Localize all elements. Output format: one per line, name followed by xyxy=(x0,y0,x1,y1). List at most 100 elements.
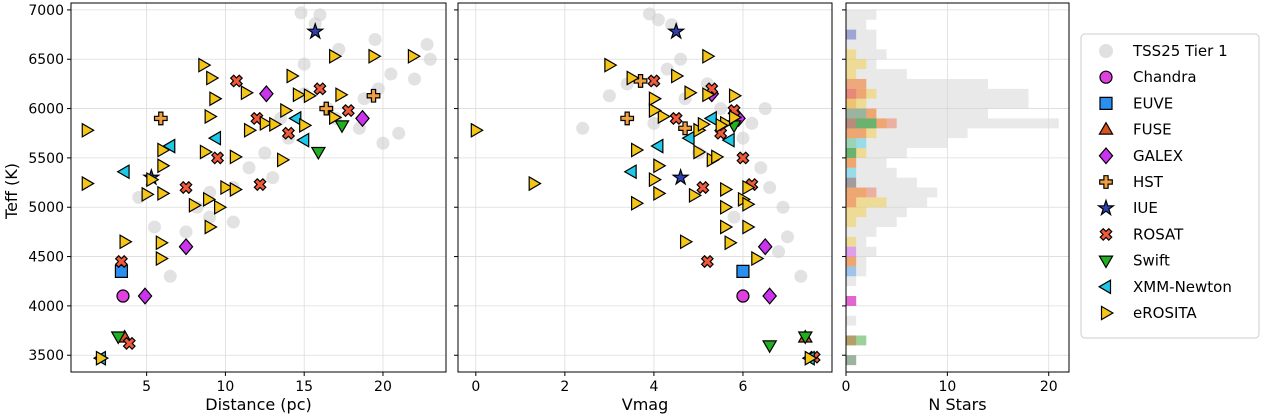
hist-bar-xmm-newton xyxy=(846,167,857,178)
point-euve xyxy=(736,264,750,278)
point-erosita xyxy=(720,181,734,198)
tier1-point xyxy=(179,225,193,239)
hist-bar-rosat xyxy=(846,197,857,208)
x-tick-label: 0 xyxy=(471,379,480,395)
point-hst xyxy=(366,88,381,103)
hist-bar-tier1 xyxy=(846,335,867,346)
point-rosat xyxy=(122,336,136,350)
point-galex xyxy=(178,237,194,256)
histogram-panel: 0 10 20 N Stars xyxy=(842,2,1070,414)
hist-bar-euve xyxy=(846,266,857,277)
tier1-point xyxy=(780,230,794,244)
hist-bar-tier1 xyxy=(846,148,907,158)
tier1-point xyxy=(660,62,674,76)
hist-bar-tier1 xyxy=(846,236,867,247)
point-erosita xyxy=(155,250,169,267)
x-tick-label: 6 xyxy=(738,379,747,395)
hist-bar-xmm-newton xyxy=(846,108,867,119)
hist-bar-tier1 xyxy=(846,187,938,198)
point-erosita xyxy=(199,144,214,160)
point-erosita xyxy=(204,108,218,125)
x-tick-label: 20 xyxy=(374,379,392,395)
point-erosita xyxy=(742,219,756,235)
point-rosat xyxy=(114,254,128,269)
hist-bar-swift xyxy=(846,335,867,346)
point-erosita xyxy=(119,234,133,250)
legend: TSS25 Tier 1 Chandra EUVE FUSE GALEX HST IUE RO… xyxy=(1080,33,1260,339)
hist-bar-tier1 xyxy=(846,59,877,70)
point-erosita xyxy=(742,196,756,212)
point-galex xyxy=(762,287,778,305)
legend-label: EUVE xyxy=(1133,94,1173,112)
hist-bar-erosita xyxy=(846,187,867,198)
axes-frame xyxy=(70,2,447,373)
hist-bar-tier1 xyxy=(846,256,867,267)
point-erosita xyxy=(95,350,110,366)
hist-bar-erosita xyxy=(846,59,867,70)
point-xmm-newton xyxy=(288,110,302,127)
hist-bar-tier1 xyxy=(846,138,948,149)
point-erosita xyxy=(157,185,171,202)
point-hst xyxy=(153,111,168,126)
hist-bar-erosita xyxy=(846,236,857,247)
point-erosita xyxy=(243,122,258,138)
x-tick-label: 10 xyxy=(938,379,956,395)
point-erosita xyxy=(604,57,618,73)
legend-marker-erosita xyxy=(1100,305,1115,321)
point-swift xyxy=(110,331,126,345)
tier1-point xyxy=(674,52,688,66)
tier1-point xyxy=(423,52,437,66)
point-rosat xyxy=(736,151,750,165)
point-erosita xyxy=(220,179,234,196)
legend-marker-galex xyxy=(1098,147,1114,165)
point-galex xyxy=(355,109,370,128)
tier1-point xyxy=(294,6,308,20)
hist-bar-xmm-newton xyxy=(846,148,857,158)
point-hst xyxy=(319,101,334,116)
point-erosita xyxy=(653,185,667,202)
point-rosat xyxy=(696,180,710,195)
tier1-point xyxy=(297,57,311,71)
point-erosita xyxy=(724,235,738,251)
x-tick-label: 10 xyxy=(216,379,234,395)
hist-bar-erosita xyxy=(846,177,857,188)
point-erosita xyxy=(697,116,711,132)
point-erosita xyxy=(720,199,734,215)
point-erosita xyxy=(292,87,306,103)
point-rosat xyxy=(341,103,355,118)
point-xmm-newton xyxy=(623,164,637,180)
point-erosita xyxy=(715,117,729,133)
hist-bar-rosat xyxy=(846,148,857,158)
y-axis-label: Teff (K) xyxy=(2,163,21,220)
hist-bar-chandra xyxy=(846,296,857,306)
point-galex xyxy=(757,237,773,256)
point-erosita xyxy=(742,179,756,196)
point-erosita xyxy=(648,91,663,107)
point-erosita xyxy=(728,109,743,126)
point-hst xyxy=(678,121,692,136)
tier1-point xyxy=(258,146,272,160)
point-erosita xyxy=(206,70,220,86)
hist-bar-tier1 xyxy=(846,315,857,326)
point-rosat xyxy=(229,74,244,88)
point-erosita xyxy=(299,117,313,133)
point-erosita xyxy=(141,186,155,203)
point-erosita xyxy=(157,158,171,174)
legend-label: HST xyxy=(1133,173,1164,191)
point-erosita xyxy=(626,70,640,86)
point-rosat xyxy=(281,126,296,140)
hist-bar-erosita xyxy=(846,148,867,158)
hist-bar-erosita xyxy=(846,138,857,149)
hist-bar-rosat xyxy=(846,296,857,306)
point-chandra xyxy=(116,289,130,303)
hist-bar-tier1 xyxy=(846,118,1059,129)
point-erosita xyxy=(155,235,169,251)
point-erosita xyxy=(81,122,95,138)
hist-bar-tier1 xyxy=(846,167,897,178)
hist-bar-tier1 xyxy=(846,88,1029,99)
point-galex xyxy=(137,287,153,305)
x-tick-label: 20 xyxy=(1040,379,1058,395)
point-xmm-newton xyxy=(116,164,130,180)
legend-label: XMM-Newton xyxy=(1133,278,1232,296)
hist-bar-iue xyxy=(846,177,857,188)
